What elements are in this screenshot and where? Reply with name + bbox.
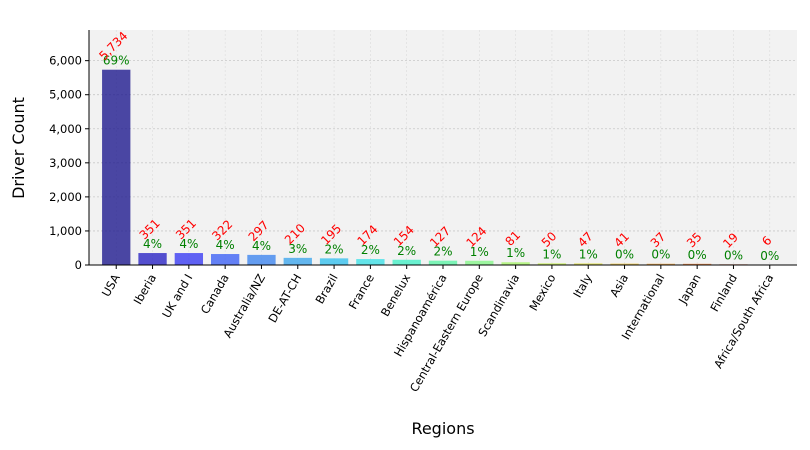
- percent-label: 0%: [760, 249, 779, 263]
- x-tick-label: France: [346, 272, 377, 312]
- x-tick-label: Italy: [570, 271, 595, 300]
- percent-label: 2%: [397, 244, 416, 258]
- percent-label: 2%: [433, 245, 452, 259]
- y-tick-label: 4,000: [49, 122, 82, 136]
- bar: [319, 258, 349, 265]
- percent-label: 4%: [252, 239, 271, 253]
- bar: [610, 263, 639, 265]
- percent-label: 1%: [506, 246, 525, 260]
- bar: [138, 253, 167, 265]
- x-tick-label: Canada: [198, 272, 232, 317]
- percent-label: 4%: [143, 237, 162, 251]
- bar: [210, 254, 240, 265]
- x-tick-label: DE-AT-CH: [265, 272, 304, 326]
- percent-label: 0%: [724, 248, 743, 262]
- x-tick-label: Iberia: [131, 272, 159, 307]
- bar: [283, 257, 312, 265]
- x-tick-label: Finland: [707, 272, 740, 315]
- x-tick-label: Mexico: [526, 272, 558, 314]
- y-tick-label: 1,000: [49, 224, 82, 238]
- percent-label: 3%: [288, 242, 307, 256]
- x-tick-label: Benelux: [378, 271, 414, 319]
- bar: [574, 263, 603, 265]
- bar: [102, 69, 131, 265]
- y-tick-labels: 0 1,000 2,000 3,000 4,000 5,000 6,000: [49, 54, 89, 272]
- y-tick-label: 6,000: [49, 54, 82, 68]
- percent-label: 2%: [361, 243, 380, 257]
- y-tick-label: 0: [75, 258, 82, 272]
- percent-label: 0%: [688, 248, 707, 262]
- percent-label: 1%: [579, 247, 598, 261]
- percent-label: 4%: [179, 237, 198, 251]
- x-tick-label: Japan: [675, 272, 704, 308]
- percent-label: 4%: [216, 238, 235, 252]
- x-tick-label: UK and I: [159, 272, 195, 321]
- bar: [501, 262, 530, 265]
- percent-label: 1%: [542, 247, 561, 261]
- y-axis-label: Driver Count: [9, 97, 28, 199]
- y-tick-label: 5,000: [49, 88, 82, 102]
- y-tick-label: 3,000: [49, 156, 82, 170]
- percent-label: 2%: [325, 242, 344, 256]
- bar: [646, 263, 676, 265]
- percent-label: 69%: [103, 54, 130, 68]
- bars: [102, 69, 784, 265]
- bar: [174, 253, 204, 265]
- x-tick-label: Brazil: [313, 272, 341, 307]
- bar: [392, 259, 421, 265]
- percent-label: 0%: [615, 248, 634, 262]
- y-tick-label: 2,000: [49, 190, 82, 204]
- bar: [465, 260, 494, 265]
- bar: [682, 263, 712, 265]
- percent-label: 1%: [470, 245, 489, 259]
- x-tick-label: USA: [99, 271, 123, 299]
- bar: [428, 260, 458, 265]
- x-axis-label: Regions: [411, 419, 474, 438]
- x-tick-label: Asia: [607, 272, 631, 300]
- bar-labels: 69%5,7344%3514%3514%3224%2973%2102%1952%…: [96, 29, 779, 263]
- x-tick-labels: USA Iberia UK and I CanadaAustralia/NZDE-AT…: [99, 265, 776, 395]
- bar: [537, 263, 567, 265]
- bar: [356, 259, 385, 265]
- x-tick-label: Central-Eastern Europe: [407, 272, 486, 395]
- bar: [247, 254, 276, 265]
- percent-label: 0%: [651, 248, 670, 262]
